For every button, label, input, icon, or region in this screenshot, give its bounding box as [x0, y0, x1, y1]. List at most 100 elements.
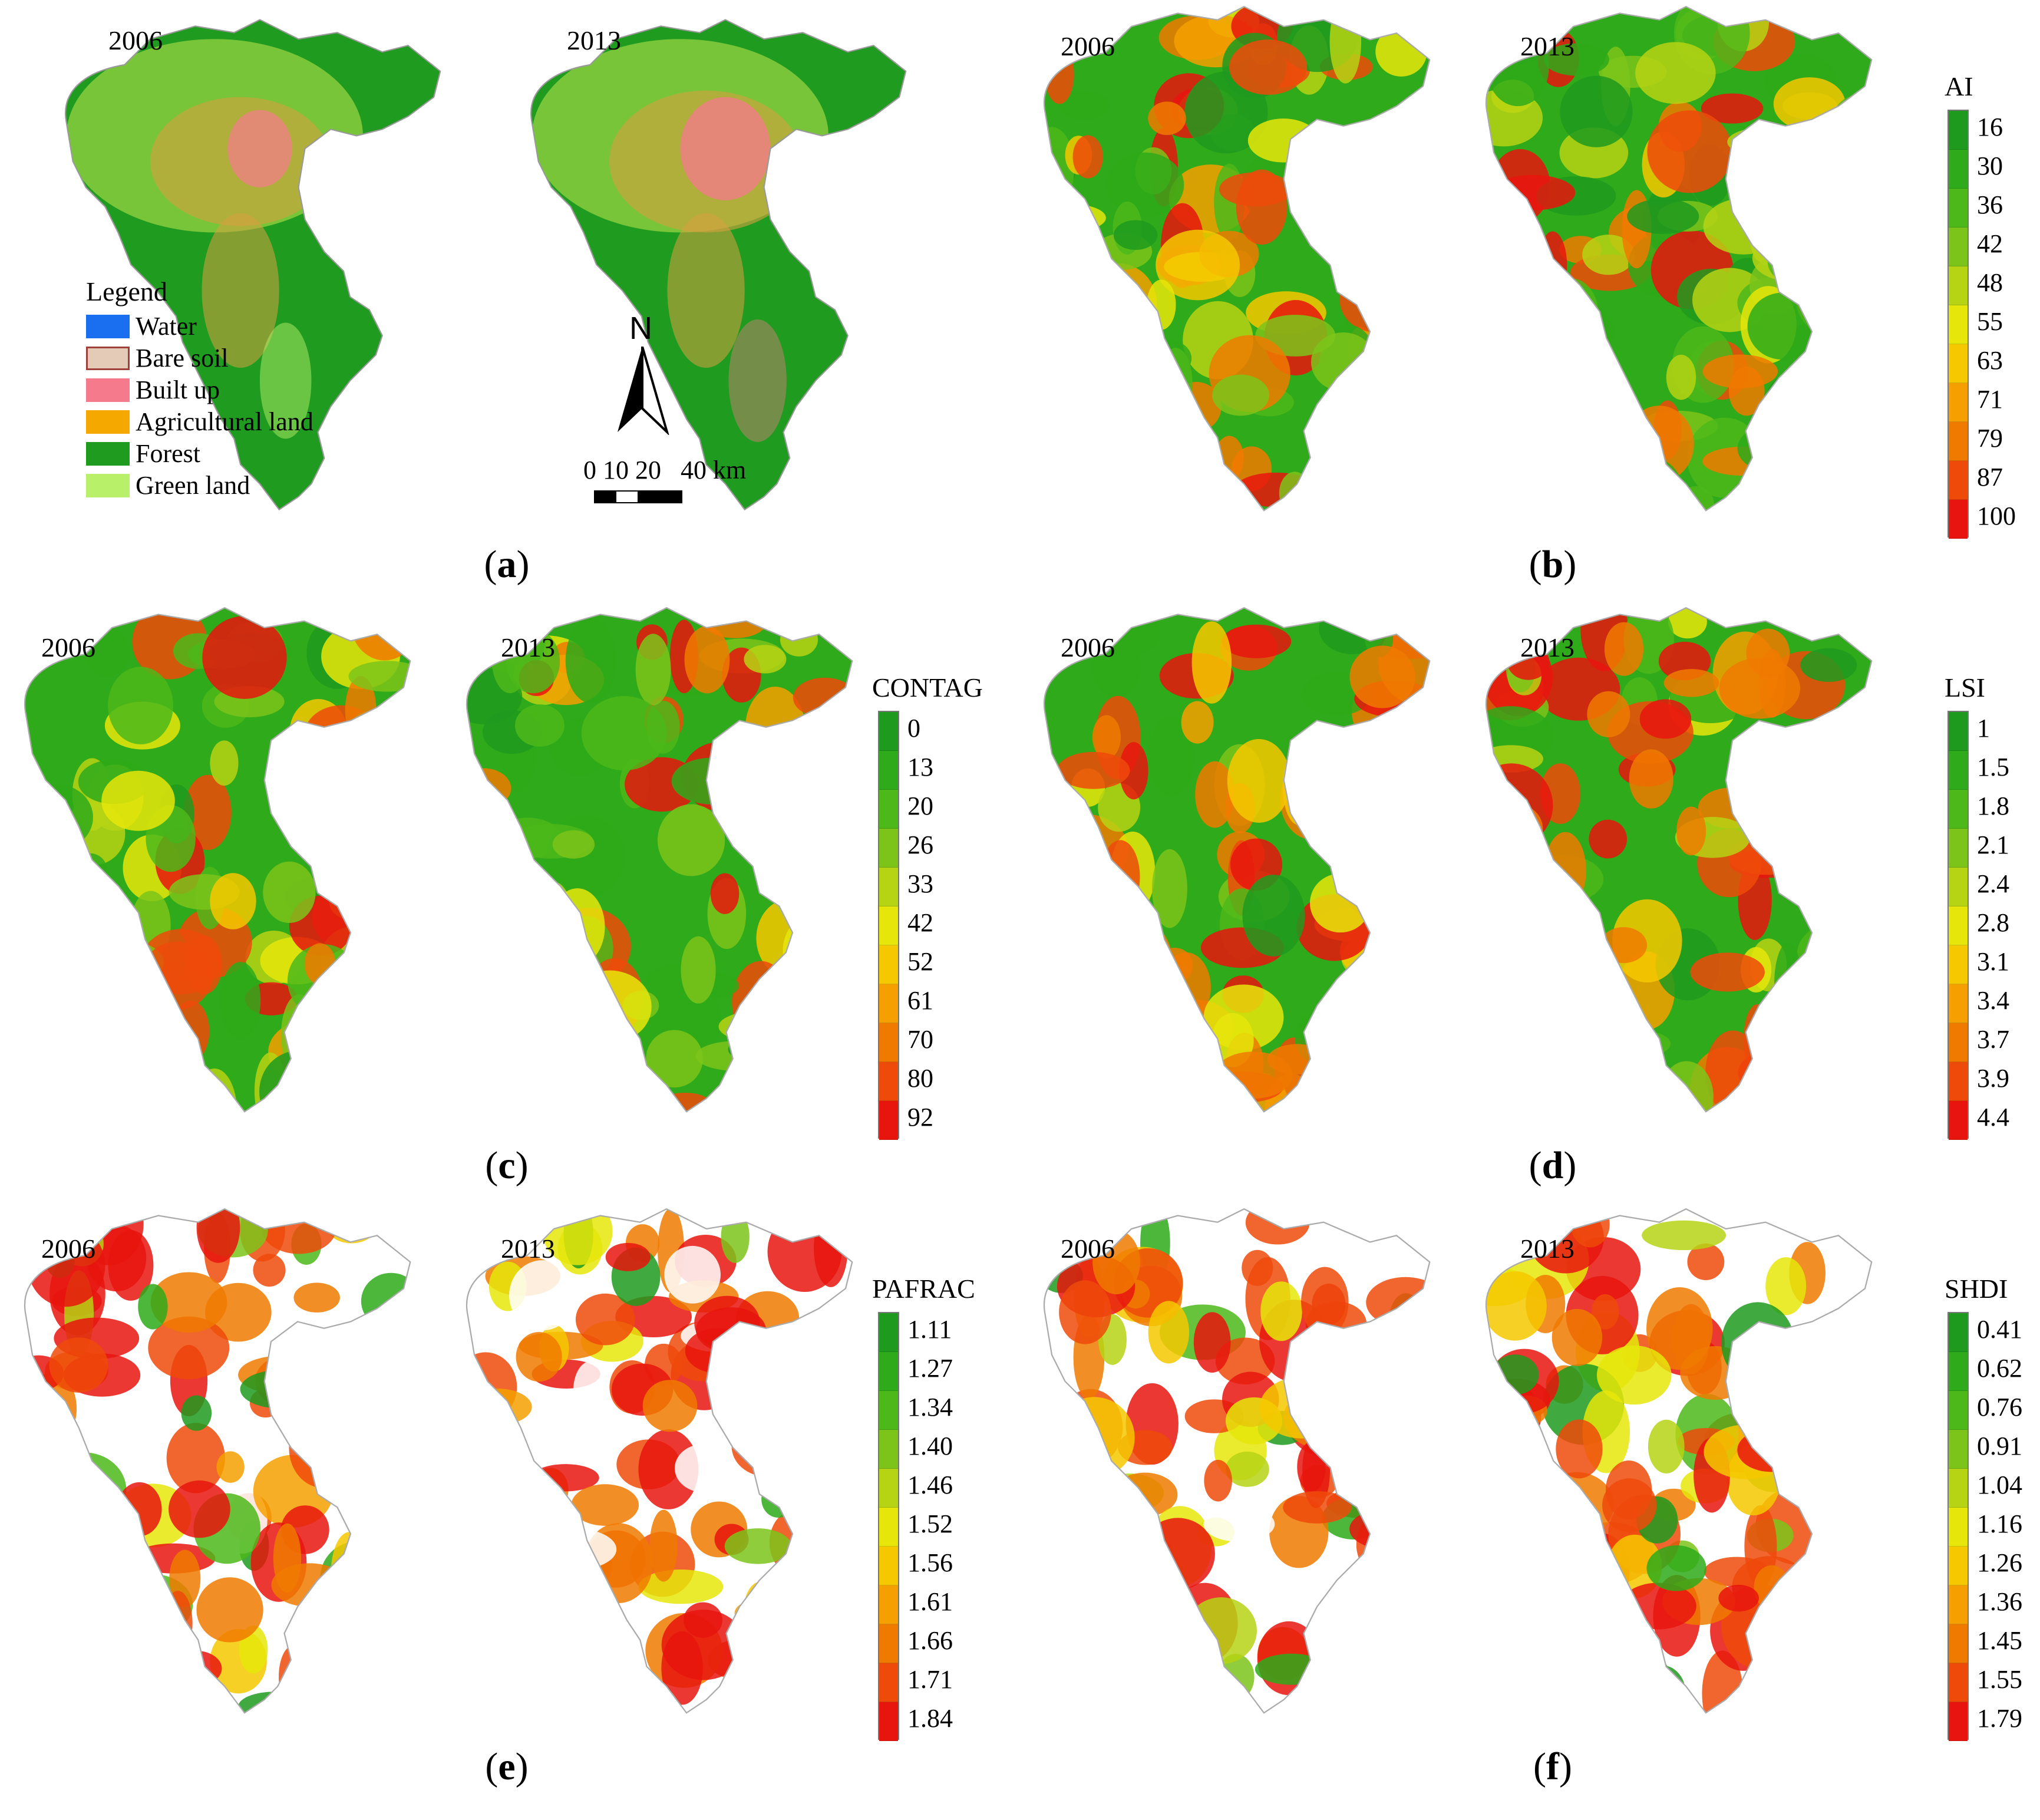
metric-map-d-2013 — [1485, 607, 1873, 1113]
ramp-tick-label: 1.34 — [907, 1393, 953, 1422]
ramp-title: SHDI — [1945, 1274, 2008, 1304]
ramp-swatch — [879, 1062, 898, 1101]
legend-label: Bare soil — [136, 344, 229, 372]
legend-item: Water — [86, 311, 197, 341]
ramp-swatch — [1949, 906, 1968, 945]
ramp-tick-label: 79 — [1977, 424, 2003, 453]
ramp-tick-label: 1.8 — [1977, 792, 2009, 820]
ramp-tick-label: 52 — [907, 947, 933, 976]
year-label-left: 2006 — [1061, 632, 1115, 662]
ramp-swatch — [1949, 111, 1968, 150]
ramp-title: PAFRAC — [872, 1274, 975, 1304]
color-ramp — [1947, 110, 1969, 539]
ramp-tick-label: 0.91 — [1977, 1432, 2022, 1460]
metric-map-e-2013 — [466, 1208, 853, 1714]
ramp-tick-label: 3.1 — [1977, 947, 2009, 976]
ramp-swatch — [1949, 1547, 1968, 1585]
ramp-tick-label: 1.40 — [907, 1432, 953, 1460]
ramp-tick-label: 48 — [1977, 268, 2003, 297]
year-label-left: 2006 — [41, 1234, 95, 1264]
ramp-tick-label: 70 — [907, 1025, 933, 1054]
legend-item: Green land — [86, 470, 250, 500]
ramp-swatch — [1949, 266, 1968, 305]
ramp-swatch — [1949, 1101, 1968, 1140]
year-label-right: 2013 — [501, 1234, 555, 1264]
ramp-swatch — [879, 829, 898, 868]
ramp-swatch — [1949, 1391, 1968, 1430]
ramp-tick-label: 0 — [907, 714, 920, 743]
legend-title: Legend — [86, 276, 167, 306]
ramp-swatch — [1949, 344, 1968, 383]
ramp-tick-label: 1.36 — [1977, 1587, 2022, 1616]
ramp-tick-label: 3.9 — [1977, 1064, 2009, 1093]
color-ramp — [878, 1312, 899, 1741]
ramp-tick-label: 42 — [907, 908, 933, 937]
ramp-tick-label: 3.4 — [1977, 986, 2009, 1015]
ramp-title: LSI — [1945, 672, 1985, 703]
legend-item: Bare soil — [86, 343, 229, 373]
color-ramp — [1947, 711, 1969, 1140]
legend-label: Forest — [136, 439, 200, 468]
legend-label: Green land — [136, 471, 250, 500]
ramp-swatch — [879, 1352, 898, 1391]
ramp-swatch — [1949, 461, 1968, 500]
ramp-tick-label: 1.61 — [907, 1587, 953, 1616]
ramp-swatch — [1949, 1023, 1968, 1062]
ramp-tick-label: 1.66 — [907, 1626, 953, 1655]
metric-map-d-2006 — [1043, 607, 1431, 1113]
metric-map-f-2006 — [1043, 1208, 1431, 1714]
ramp-swatch — [1949, 383, 1968, 422]
ramp-swatch — [1949, 189, 1968, 228]
ramp-tick-label: 87 — [1977, 463, 2003, 492]
legend-item: Built up — [86, 375, 220, 405]
year-label-right: 2013 — [567, 25, 621, 55]
ramp-swatch — [1949, 422, 1968, 461]
ramp-tick-label: 63 — [1977, 346, 2003, 375]
ramp-swatch — [1949, 1663, 1968, 1702]
panel-label-f: (f) — [1533, 1745, 1572, 1788]
panel-f: 2006 2013 SHDI 0.41 0.62 0.76 0.91 1.04 1.16 1.26… — [1019, 1202, 2039, 1803]
ramp-tick-label: 100 — [1977, 502, 2016, 530]
ramp-swatch — [1949, 1062, 1968, 1101]
panel-b: 2006 2013 AI 16 30 36 42 48 55 63 71 79 87 100 (b) — [1019, 0, 2039, 601]
ramp-title: CONTAG — [872, 672, 983, 703]
ramp-tick-label: 80 — [907, 1064, 933, 1093]
ramp-swatch — [879, 1391, 898, 1430]
ramp-swatch — [1949, 712, 1968, 751]
ramp-swatch — [879, 1585, 898, 1624]
year-label-left: 2006 — [108, 25, 163, 55]
panel-label-d: (d) — [1529, 1144, 1577, 1187]
legend-swatch — [86, 410, 130, 434]
metric-map-c-2013 — [466, 607, 853, 1113]
ramp-swatch — [1949, 150, 1968, 189]
ramp-swatch — [879, 1469, 898, 1508]
ramp-tick-label: 2.8 — [1977, 908, 2009, 937]
metric-map-f-2013 — [1485, 1208, 1873, 1714]
legend-label: Built up — [136, 375, 220, 404]
ramp-tick-label: 2.4 — [1977, 869, 2009, 898]
scale-bar-label: 0 10 20 40 km — [583, 456, 747, 484]
ramp-swatch — [879, 712, 898, 751]
legend-swatch — [86, 473, 130, 497]
ramp-swatch — [879, 945, 898, 984]
ramp-tick-label: 1.26 — [1977, 1548, 2022, 1577]
legend-label: Water — [136, 312, 197, 341]
ramp-swatch — [879, 1547, 898, 1585]
legend-item: Agricultural land — [86, 407, 313, 437]
ramp-tick-label: 1.46 — [907, 1470, 953, 1499]
panel-e: 2006 2013 PAFRAC 1.11 1.27 1.34 1.40 1.46 1.52 1.… — [0, 1202, 1019, 1803]
metric-map-b-2013 — [1485, 6, 1873, 512]
scale-bar — [594, 490, 682, 503]
ramp-tick-label: 36 — [1977, 190, 2003, 219]
ramp-swatch — [1949, 1469, 1968, 1508]
panel-label-a: (a) — [484, 543, 530, 586]
ramp-tick-label: 55 — [1977, 307, 2003, 336]
ramp-swatch — [1949, 1702, 1968, 1741]
metric-map-b-2006 — [1043, 6, 1431, 512]
legend-label: Agricultural land — [136, 407, 313, 436]
panel-c: 2006 2013 CONTAG 0 13 20 26 33 42 52 61 70 80 92 (c) — [0, 601, 1019, 1202]
ramp-swatch — [879, 906, 898, 945]
ramp-tick-label: 16 — [1977, 113, 2003, 141]
ramp-swatch — [879, 984, 898, 1023]
ramp-swatch — [1949, 1624, 1968, 1663]
